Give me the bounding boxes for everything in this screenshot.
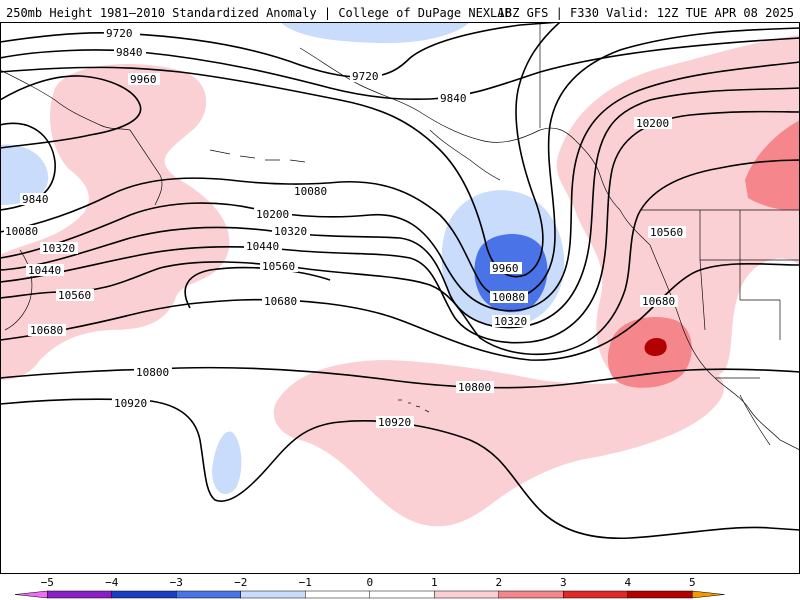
contour-label: 10680 <box>264 295 297 308</box>
state-lines <box>699 210 800 340</box>
colorbar-svg: −5 −4 −3 −2 −1 0 1 2 3 4 5 <box>14 576 725 599</box>
alaska-coastline <box>299 47 651 246</box>
contour-label: 9840 <box>116 46 143 59</box>
colorbar-cell <box>627 590 693 599</box>
colorbar-tick-label: −3 <box>170 576 183 589</box>
colorbar-cell <box>305 590 370 599</box>
contour-label: 10440 <box>246 240 279 253</box>
colorbar-cells <box>14 590 725 599</box>
colorbar-cell <box>111 590 177 599</box>
contour-10680 <box>0 262 800 361</box>
japan-coast <box>4 249 33 331</box>
contour-label: 10920 <box>378 416 411 429</box>
contour-label: 10800 <box>136 366 169 379</box>
kamchatka-coast <box>129 129 163 206</box>
contour-label: 9840 <box>440 92 467 105</box>
contour-label: 9720 <box>106 27 133 40</box>
aleutian-chain <box>209 149 306 163</box>
contour-label: 10320 <box>274 225 307 238</box>
model-run-info: 18Z GFS | F330 Valid: 12Z TUE APR 08 202… <box>497 6 794 20</box>
colorbar-tick-label: 1 <box>431 576 438 589</box>
colorbar-cell <box>498 590 564 599</box>
contour-label: 10560 <box>58 289 91 302</box>
positive-anomaly-south-pacific <box>273 360 724 527</box>
colorbar-tick-label: −5 <box>41 576 54 589</box>
colorbar-tick-label: 5 <box>689 576 696 589</box>
negative-anomaly-west <box>0 144 49 205</box>
colorbar-right-arrow <box>692 590 725 599</box>
contour-label: 10080 <box>492 291 525 304</box>
negative-anomaly-small-south <box>212 431 242 494</box>
contour-9720 <box>0 22 561 78</box>
contour-label: 10800 <box>458 381 491 394</box>
map-panel[interactable]: 9720 9720 9840 9840 9840 9960 9960 10080… <box>0 22 800 574</box>
colorbar-cell <box>176 590 241 599</box>
hawaii-islands <box>398 399 430 413</box>
anomaly-colorbar: −5 −4 −3 −2 −1 0 1 2 3 4 5 <box>0 574 800 600</box>
contour-label: 10440 <box>28 264 61 277</box>
anomaly-map: 9720 9720 9840 9840 9840 9960 9960 10080… <box>0 22 800 574</box>
contour-label: 10080 <box>294 185 327 198</box>
colorbar-cell <box>47 590 112 599</box>
positive-anomaly-canada <box>745 120 800 211</box>
contour-10200 <box>0 61 800 312</box>
anomaly-shading <box>0 22 800 527</box>
colorbar-left-arrow <box>14 590 48 599</box>
colorbar-cell <box>369 590 435 599</box>
contour-label: 10320 <box>42 242 75 255</box>
baja-coast <box>739 394 771 446</box>
contour-label: 10680 <box>642 295 675 308</box>
colorbar-cell <box>563 590 628 599</box>
contour-10560 <box>0 159 800 356</box>
contour-9960 <box>0 75 142 149</box>
colorbar-tick-label: −1 <box>299 576 312 589</box>
colorbar-tick-label: −4 <box>105 576 119 589</box>
contour-label: 10200 <box>256 208 289 221</box>
contour-10080 <box>0 27 800 299</box>
contour-label: 9960 <box>130 73 157 86</box>
contour-labels: 9720 9720 9840 9840 9840 9960 9960 10080… <box>4 27 686 429</box>
contour-label: 9960 <box>492 262 519 275</box>
contour-10320 <box>0 87 800 329</box>
map-title: 250mb Height 1981–2010 Standardized Anom… <box>6 6 512 20</box>
negative-anomaly-top <box>280 22 470 44</box>
contour-label: 10200 <box>636 117 669 130</box>
contour-10920 <box>0 398 800 540</box>
colorbar-tick-label: 4 <box>624 576 631 589</box>
contour-label: 9720 <box>352 70 379 83</box>
positive-anomaly-offshore-core <box>644 337 667 356</box>
contour-label: 10320 <box>494 315 527 328</box>
contour-label: 10680 <box>30 324 63 337</box>
contour-label: 10560 <box>262 260 295 273</box>
contour-label: 10560 <box>650 226 683 239</box>
colorbar-tick-label: 2 <box>495 576 502 589</box>
colorbar-ticks: −5 −4 −3 −2 −1 0 1 2 3 4 5 <box>41 576 696 589</box>
colorbar-cell <box>240 590 306 599</box>
alaska-peninsula <box>429 129 501 181</box>
colorbar-tick-label: 0 <box>366 576 373 589</box>
contour-9960-trough <box>0 22 561 278</box>
contour-label: 9840 <box>22 193 49 206</box>
contour-10560-inner <box>184 266 331 309</box>
map-header: 250mb Height 1981–2010 Standardized Anom… <box>0 0 800 22</box>
colorbar-tick-label: 3 <box>560 576 567 589</box>
positive-anomaly-north-america <box>556 35 800 392</box>
colorbar-cell <box>434 590 499 599</box>
colorbar-tick-label: −2 <box>234 576 247 589</box>
contour-label: 10920 <box>114 397 147 410</box>
contour-label: 10080 <box>5 225 38 238</box>
